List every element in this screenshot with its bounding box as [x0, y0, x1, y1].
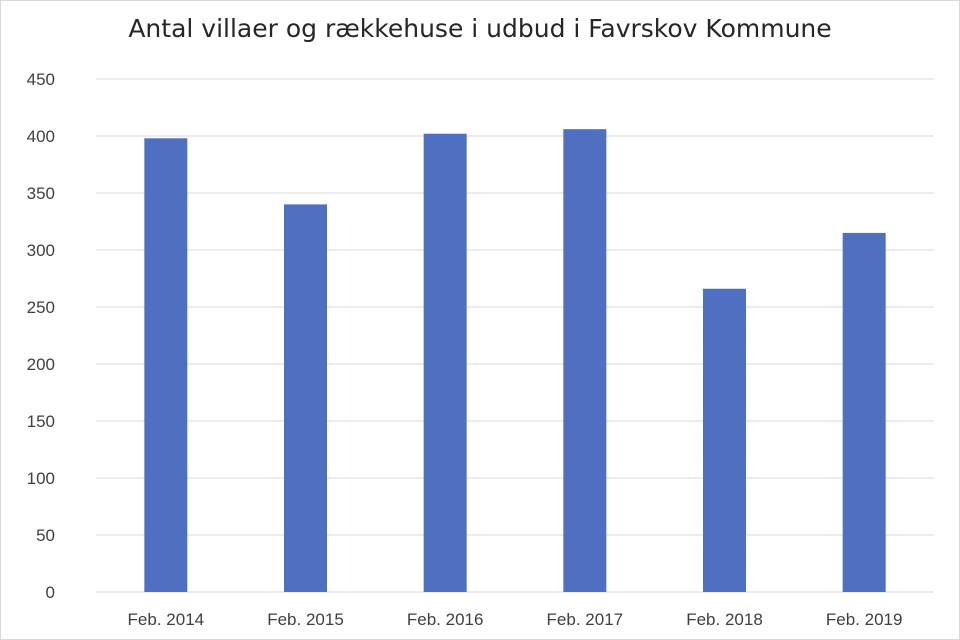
x-tick-label: Feb. 2019 [826, 610, 903, 629]
bar [284, 204, 327, 592]
y-tick-label: 150 [27, 412, 55, 431]
chart-title: Antal villaer og rækkehuse i udbud i Fav… [128, 14, 832, 43]
x-tick-label: Feb. 2016 [407, 610, 484, 629]
y-tick-label: 400 [27, 127, 55, 146]
bar [842, 232, 886, 592]
bar [423, 133, 467, 592]
y-tick-label: 200 [27, 355, 55, 374]
y-tick-label: 250 [27, 298, 55, 317]
bar [144, 138, 188, 592]
bar [563, 129, 607, 592]
y-axis-ticks: 0 50 100 150 200 250 300 350 400 450 [27, 70, 55, 602]
x-tick-label: Feb. 2014 [128, 610, 205, 629]
y-tick-label: 100 [27, 469, 55, 488]
y-tick-label: 350 [27, 184, 55, 203]
y-tick-label: 300 [27, 241, 55, 260]
bars [144, 129, 886, 592]
y-tick-label: 0 [46, 583, 55, 602]
y-tick-label: 50 [36, 526, 55, 545]
x-tick-label: Feb. 2018 [686, 610, 763, 629]
x-axis-ticks: Feb. 2014 Feb. 2015 Feb. 2016 Feb. 2017 Feb.… [128, 610, 903, 629]
gridlines [96, 78, 934, 593]
bar [703, 288, 746, 592]
y-tick-label: 450 [27, 70, 55, 89]
x-tick-label: Feb. 2017 [547, 610, 624, 629]
x-tick-label: Feb. 2015 [267, 610, 344, 629]
